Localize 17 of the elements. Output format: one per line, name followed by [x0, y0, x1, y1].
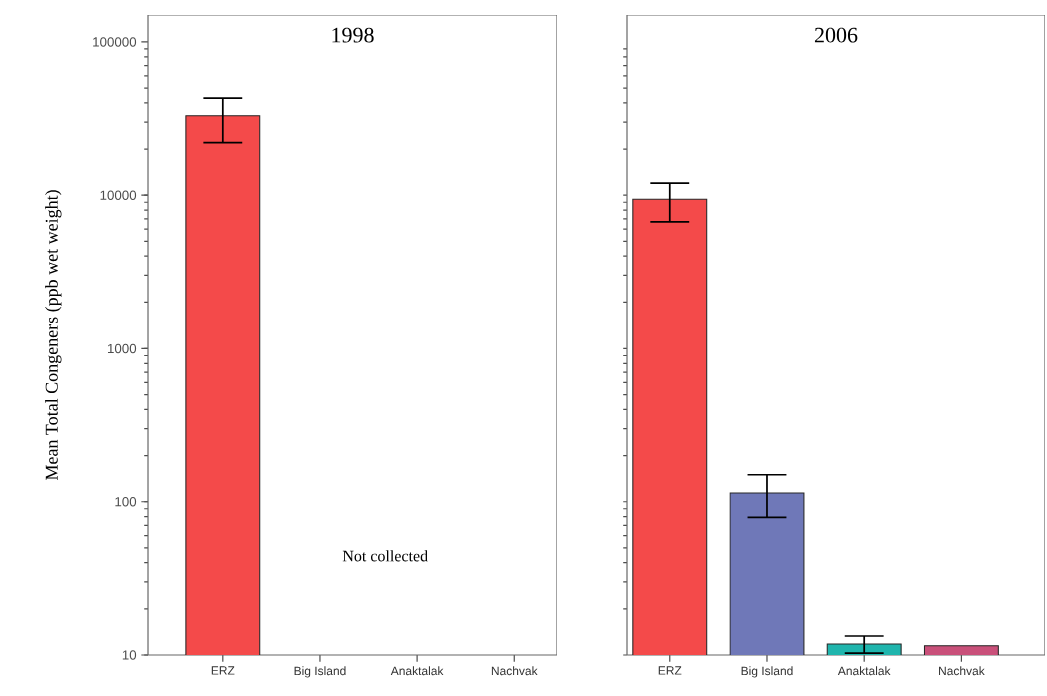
y-tick-label: 10000: [100, 190, 137, 200]
annotation: Not collected: [342, 550, 428, 562]
y-tick-label: 10: [122, 650, 137, 660]
y-tick-label: 100000: [93, 37, 137, 47]
y-axis-title: Mean Total Congeners (ppb wet weight): [45, 190, 62, 481]
x-tick-label: Nachvak: [939, 666, 985, 676]
chart-title: 2006: [814, 27, 858, 43]
x-tick-label: Anaktalak: [837, 666, 891, 676]
x-tick-label: Big Island: [294, 666, 346, 678]
x-tick-label: ERZ: [658, 666, 682, 675]
x-tick-label: ERZ: [211, 666, 235, 675]
chart-title: 1998: [332, 27, 374, 43]
x-tick-label: Nachvak: [491, 666, 538, 676]
x-tick-label: Big Island: [741, 666, 793, 678]
y-tick-label: 1000: [107, 343, 137, 354]
x-tick-label: Anaktalak: [390, 666, 444, 676]
y-tick-label: 100: [115, 497, 137, 507]
